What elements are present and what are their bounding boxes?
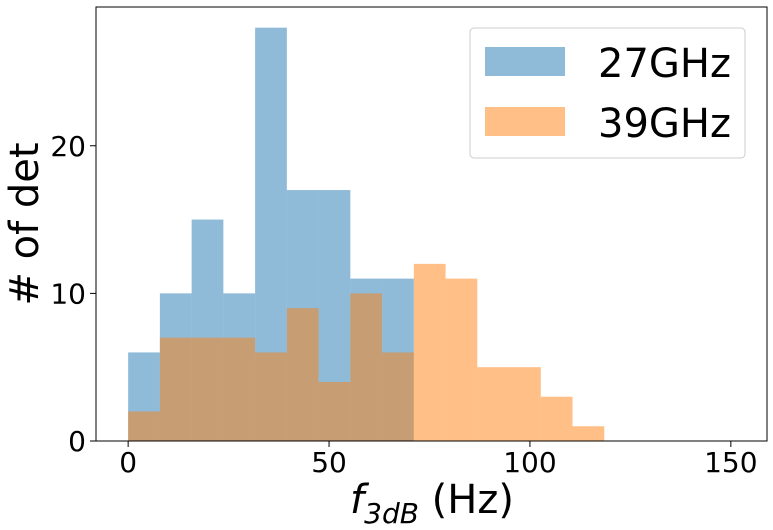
x-axis-label: f3dB (Hz) — [350, 477, 514, 530]
x-axis-label-unit: (Hz) — [419, 477, 514, 523]
x-axis: 0 50 100 150 — [119, 441, 758, 479]
bar-39GHz-11 — [477, 367, 510, 441]
y-tick-label: 20 — [50, 130, 86, 163]
bar-39GHz-2 — [191, 337, 224, 441]
legend-label-27GHz: 27GHz — [598, 41, 731, 87]
bars-layer — [128, 27, 605, 442]
y-axis-label: # of det — [2, 142, 48, 305]
bar-39GHz-4 — [255, 352, 287, 441]
plot-frame — [95, 6, 768, 442]
x-tick-label: 100 — [503, 446, 556, 479]
y-tick-label: 0 — [68, 425, 86, 458]
bar-39GHz-7 — [350, 293, 383, 441]
legend-swatch-39GHz — [485, 107, 565, 136]
bar-39GHz-12 — [509, 367, 541, 441]
bar-39GHz-0 — [128, 411, 160, 441]
bar-39GHz-10 — [445, 278, 478, 441]
x-axis-label-sub: 3dB — [364, 497, 419, 530]
x-tick-label: 0 — [119, 446, 137, 479]
bar-39GHz-13 — [540, 396, 573, 441]
legend-swatch-27GHz — [485, 47, 565, 76]
bar-39GHz-6 — [318, 381, 351, 441]
x-tick-label: 150 — [704, 446, 757, 479]
bar-39GHz-5 — [286, 308, 319, 441]
bar-39GHz-3 — [223, 337, 256, 441]
legend-label-39GHz: 39GHz — [598, 101, 731, 147]
y-tick-label: 10 — [50, 277, 86, 310]
x-tick-label: 50 — [311, 446, 347, 479]
bar-39GHz-14 — [572, 426, 605, 441]
bar-39GHz-1 — [159, 337, 192, 441]
y-axis: 0 10 20 — [50, 130, 96, 458]
bar-39GHz-9 — [413, 263, 446, 441]
legend: 27GHz 39GHz — [469, 27, 746, 159]
bar-39GHz-8 — [382, 352, 414, 441]
